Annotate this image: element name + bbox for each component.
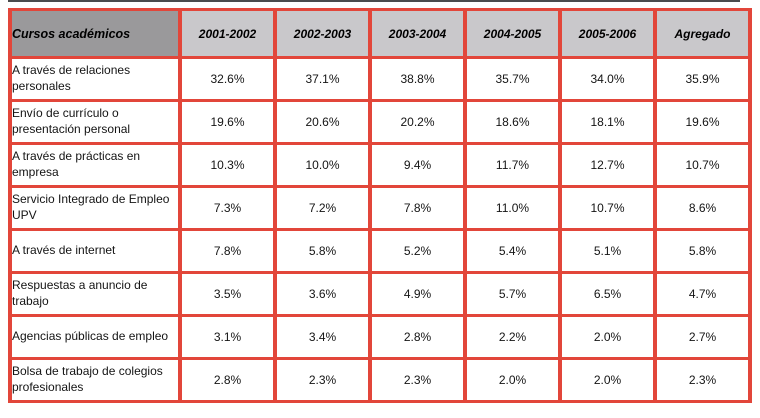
value-cell: 7.3%: [178, 185, 277, 231]
value-cell: 20.2%: [368, 99, 467, 145]
value-cell: 11.0%: [463, 185, 562, 231]
value-cell: 4.9%: [368, 271, 467, 317]
column-header-2003-2004: 2003-2004: [368, 8, 467, 59]
table-row: A través de relaciones personales 32.6% …: [8, 56, 752, 102]
value-cell: 2.0%: [558, 357, 657, 403]
value-cell: 10.7%: [558, 185, 657, 231]
row-label: A través de internet: [8, 228, 182, 274]
value-cell: 37.1%: [273, 56, 372, 102]
value-cell: 2.2%: [463, 314, 562, 360]
value-cell: 2.3%: [273, 357, 372, 403]
value-cell: 2.8%: [368, 314, 467, 360]
row-label: A través de relaciones personales: [8, 56, 182, 102]
value-cell: 2.8%: [178, 357, 277, 403]
value-cell: 3.6%: [273, 271, 372, 317]
value-cell: 2.3%: [653, 357, 752, 403]
column-header-2005-2006: 2005-2006: [558, 8, 657, 59]
value-cell: 10.0%: [273, 142, 372, 188]
value-cell: 32.6%: [178, 56, 277, 102]
value-cell: 6.5%: [558, 271, 657, 317]
value-cell: 5.8%: [273, 228, 372, 274]
row-label: Servicio Integrado de Empleo UPV: [8, 185, 182, 231]
table-row: A través de prácticas en empresa 10.3% 1…: [8, 142, 752, 188]
value-cell: 3.1%: [178, 314, 277, 360]
value-cell: 38.8%: [368, 56, 467, 102]
value-cell: 10.7%: [653, 142, 752, 188]
value-cell: 5.8%: [653, 228, 752, 274]
value-cell: 35.9%: [653, 56, 752, 102]
column-header-2001-2002: 2001-2002: [178, 8, 277, 59]
table-row: Servicio Integrado de Empleo UPV 7.3% 7.…: [8, 185, 752, 231]
row-label: A través de prácticas en empresa: [8, 142, 182, 188]
value-cell: 2.0%: [463, 357, 562, 403]
row-label: Envío de currículo o presentación person…: [8, 99, 182, 145]
row-label: Bolsa de trabajo de colegios profesional…: [8, 357, 182, 403]
value-cell: 19.6%: [178, 99, 277, 145]
column-header-2002-2003: 2002-2003: [273, 8, 372, 59]
value-cell: 7.8%: [178, 228, 277, 274]
value-cell: 34.0%: [558, 56, 657, 102]
value-cell: 8.6%: [653, 185, 752, 231]
value-cell: 2.7%: [653, 314, 752, 360]
value-cell: 12.7%: [558, 142, 657, 188]
value-cell: 4.7%: [653, 271, 752, 317]
value-cell: 5.1%: [558, 228, 657, 274]
value-cell: 5.2%: [368, 228, 467, 274]
value-cell: 3.5%: [178, 271, 277, 317]
value-cell: 18.6%: [463, 99, 562, 145]
value-cell: 10.3%: [178, 142, 277, 188]
table-row: A través de internet 7.8% 5.8% 5.2% 5.4%…: [8, 228, 752, 274]
table-row: Bolsa de trabajo de colegios profesional…: [8, 357, 752, 403]
row-label: Agencias públicas de empleo: [8, 314, 182, 360]
table-row: Agencias públicas de empleo 3.1% 3.4% 2.…: [8, 314, 752, 360]
value-cell: 20.6%: [273, 99, 372, 145]
column-header-2004-2005: 2004-2005: [463, 8, 562, 59]
table-row: Envío de currículo o presentación person…: [8, 99, 752, 145]
value-cell: 18.1%: [558, 99, 657, 145]
header-row: Cursos académicos 2001-2002 2002-2003 20…: [8, 8, 752, 59]
column-header-agregado: Agregado: [653, 8, 752, 59]
value-cell: 19.6%: [653, 99, 752, 145]
value-cell: 35.7%: [463, 56, 562, 102]
value-cell: 7.2%: [273, 185, 372, 231]
row-label: Respuestas a anuncio de trabajo: [8, 271, 182, 317]
corner-header: Cursos académicos: [8, 8, 182, 59]
value-cell: 5.7%: [463, 271, 562, 317]
table-row: Respuestas a anuncio de trabajo 3.5% 3.6…: [8, 271, 752, 317]
value-cell: 11.7%: [463, 142, 562, 188]
value-cell: 7.8%: [368, 185, 467, 231]
value-cell: 2.3%: [368, 357, 467, 403]
results-table: Cursos académicos 2001-2002 2002-2003 20…: [8, 8, 752, 403]
value-cell: 2.0%: [558, 314, 657, 360]
top-rule: [8, 0, 740, 2]
value-cell: 3.4%: [273, 314, 372, 360]
value-cell: 9.4%: [368, 142, 467, 188]
value-cell: 5.4%: [463, 228, 562, 274]
